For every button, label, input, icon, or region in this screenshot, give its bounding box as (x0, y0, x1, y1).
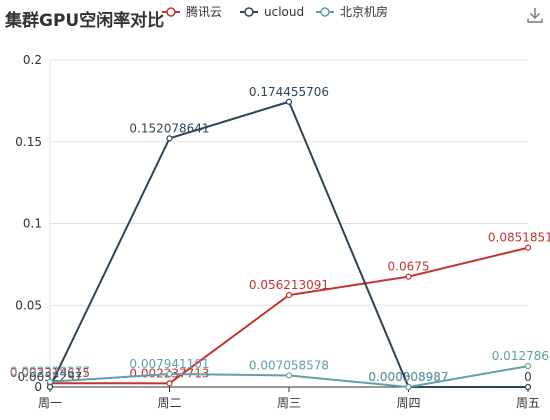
data-point[interactable] (46, 383, 54, 391)
data-label: 0.002314615 (10, 366, 90, 380)
series-line (49, 100, 528, 388)
y-tick-label: 0.15 (15, 135, 42, 149)
data-point[interactable] (524, 362, 532, 370)
data-point[interactable] (166, 135, 173, 142)
chart-title: 集群GPU空闲率对比 (5, 11, 165, 31)
data-label: 0.000008987 (368, 370, 448, 384)
data-label: 0.085185185 (488, 231, 550, 245)
data-label: 0.007058578 (249, 358, 329, 372)
data-point[interactable] (524, 383, 532, 391)
legend-label: 北京机房 (340, 4, 388, 19)
data-label: 0.152078641 (129, 121, 209, 135)
data-label: 0.003229277 (10, 365, 90, 379)
x-tick-label: 周四 (396, 396, 420, 410)
data-label: 0.174455706 (249, 85, 329, 99)
legend-marker (166, 7, 176, 17)
legend-marker (244, 7, 254, 17)
data-label: 0.056213091 (249, 278, 329, 292)
data-point[interactable] (46, 378, 54, 385)
data-label: 0.007941101 (129, 357, 209, 371)
data-point[interactable] (285, 98, 293, 105)
legend-label: ucloud (264, 5, 304, 19)
data-point[interactable] (524, 244, 532, 251)
data-point[interactable] (166, 370, 173, 378)
data-point[interactable] (285, 372, 293, 379)
y-tick-label: 0 (34, 380, 42, 394)
data-point[interactable] (285, 291, 293, 299)
data-label: 0.000308987 (368, 370, 448, 384)
x-tick-label: 周二 (157, 396, 181, 410)
data-label: 0.0675 (388, 260, 430, 274)
legend-marker (320, 7, 330, 17)
x-tick-label: 周三 (277, 396, 301, 410)
data-label: 0 (524, 370, 532, 384)
data-point[interactable] (405, 273, 412, 280)
x-tick-label: 周一 (38, 396, 62, 410)
legend-label: 腾讯云 (186, 4, 222, 19)
y-tick-label: 0.2 (23, 53, 42, 67)
download-icon[interactable] (526, 6, 544, 24)
data-point[interactable] (166, 380, 173, 387)
x-tick-label: 周五 (516, 396, 540, 410)
y-tick-label: 0.1 (23, 217, 42, 231)
y-tick-label: 0.05 (15, 298, 42, 312)
data-point[interactable] (405, 383, 412, 391)
data-label: 0.01278611 (492, 349, 550, 363)
